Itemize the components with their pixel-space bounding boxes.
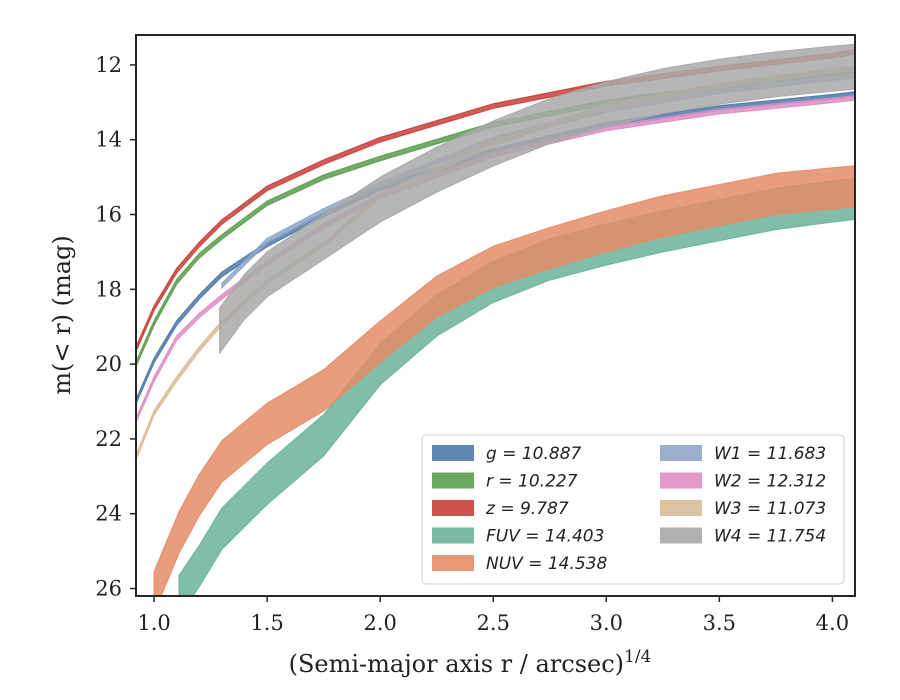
- legend-swatch-fuv: [432, 527, 474, 544]
- series-layer: [136, 43, 855, 596]
- legend-items: g = 10.887 r = 10.227 z = 9.787 FUV = 14.40…: [432, 444, 826, 574]
- x-tick-label: 1.5: [250, 611, 283, 635]
- y-tick-label: 20: [95, 352, 122, 376]
- x-axis-title-superscript: 1/4: [624, 647, 651, 667]
- legend-label-w3: W3 = 11.073: [714, 499, 826, 519]
- legend-swatch-r: [432, 472, 474, 489]
- ticks-layer: 1.0 1.5 2.0 2.5 3.0 3.5 4.0 12 14 16 18 20 22 24 26: [95, 53, 849, 635]
- legend-label-nuv: NUV = 14.538: [486, 554, 608, 574]
- legend: g = 10.887 r = 10.227 z = 9.787 FUV = 14.40…: [421, 434, 845, 585]
- x-tick-label: 4.0: [816, 611, 849, 635]
- series-band-nuv: [153, 165, 855, 596]
- legend-frame: [421, 434, 845, 585]
- legend-label-w1: W1 = 11.683: [714, 444, 826, 464]
- y-tick-label: 24: [95, 502, 122, 526]
- legend-label-z: z = 9.787: [485, 499, 569, 519]
- series-band-w2: [136, 94, 855, 423]
- x-tick-label: 2.5: [477, 611, 510, 635]
- y-tick-label: 22: [95, 427, 122, 451]
- legend-swatch-z: [432, 500, 474, 516]
- x-tick-label: 3.0: [590, 611, 623, 635]
- series-band-w4: [219, 43, 855, 355]
- series-band-z: [136, 48, 855, 352]
- legend-label-fuv: FUV = 14.403: [486, 527, 604, 547]
- legend-label-w2: W2 = 12.312: [714, 472, 826, 492]
- legend-swatch-w2: [660, 472, 702, 489]
- legend-label-r: r = 10.227: [486, 472, 578, 492]
- legend-swatch-w1: [660, 445, 702, 461]
- y-tick-label: 14: [95, 128, 122, 152]
- x-axis-title: (Semi-major axis r / arcsec)1/4: [289, 647, 652, 678]
- series-band-r: [136, 67, 855, 367]
- legend-swatch-g: [432, 445, 474, 461]
- x-tick-label: 3.5: [703, 611, 736, 635]
- legend-swatch-w3: [660, 500, 702, 516]
- plot-frame: [135, 34, 856, 597]
- legend-label-g: g = 10.887: [486, 444, 582, 464]
- y-tick-label: 16: [95, 203, 122, 227]
- legend-label-w4: W4 = 11.754: [714, 527, 826, 547]
- legend-swatch-w4: [660, 527, 702, 544]
- y-tick-label: 18: [95, 277, 122, 301]
- x-tick-label: 2.0: [363, 611, 396, 635]
- y-tick-label: 12: [95, 53, 122, 77]
- legend-swatch-nuv: [432, 555, 474, 571]
- x-tick-label: 1.0: [137, 611, 170, 635]
- series-band-g: [136, 91, 855, 405]
- y-tick-label: 26: [95, 577, 122, 601]
- y-axis-title: m(< r) (mag): [48, 235, 76, 394]
